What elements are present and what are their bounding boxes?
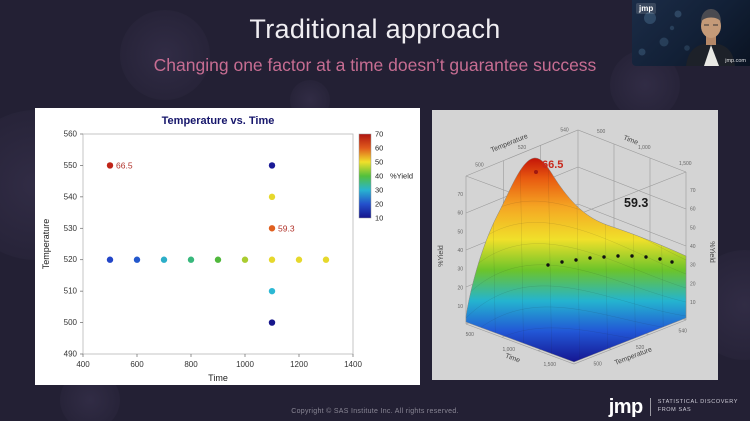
svg-text:10: 10 <box>690 300 696 306</box>
presenter-webcam[interactable]: jmp jmp.com <box>632 0 750 66</box>
svg-text:490: 490 <box>64 350 78 359</box>
logo-divider <box>649 398 651 416</box>
surface-plot-3d: Temperature Time %Yield %Yield Time Temperatu… <box>438 128 715 369</box>
surface-plot-panel: Temperature Time %Yield %Yield Time Temperatu… <box>432 110 718 380</box>
scatter-annotations: 66.5 59.3 <box>116 160 295 233</box>
svg-text:600: 600 <box>130 360 144 369</box>
svg-text:30: 30 <box>375 186 383 195</box>
presenter-photo <box>638 9 735 66</box>
scatter-plot-temperature-vs-time: Temperature vs. Time 400 600 800 1000 1200 140… <box>41 115 413 384</box>
svg-text:30: 30 <box>690 263 696 269</box>
jmp-logo: jmp STATISTICAL DISCOVERY FROM SAS <box>609 397 738 417</box>
svg-text:40: 40 <box>375 172 383 181</box>
svg-text:10: 10 <box>457 304 463 310</box>
svg-text:Temperature: Temperature <box>41 219 51 270</box>
svg-text:1200: 1200 <box>290 360 308 369</box>
slide-subtitle: Changing one factor at a time doesn’t gu… <box>153 55 597 75</box>
svg-text:40: 40 <box>457 248 463 254</box>
svg-text:1,500: 1,500 <box>679 161 692 167</box>
svg-text:20: 20 <box>690 281 696 287</box>
color-legend: 70 60 50 40 30 20 10 %Yield <box>358 130 413 223</box>
svg-text:500: 500 <box>64 318 78 327</box>
brand-tagline-line1: STATISTICAL DISCOVERY <box>657 399 738 406</box>
svg-text:59.3: 59.3 <box>624 196 648 210</box>
svg-text:500: 500 <box>475 162 484 168</box>
svg-text:1400: 1400 <box>344 360 362 369</box>
svg-text:20: 20 <box>375 200 383 209</box>
svg-text:540: 540 <box>64 192 78 201</box>
svg-text:Time: Time <box>504 353 521 365</box>
svg-text:520: 520 <box>518 145 527 151</box>
svg-text:50: 50 <box>457 229 463 235</box>
svg-text:560: 560 <box>64 130 78 139</box>
svg-text:Time: Time <box>622 135 639 147</box>
svg-text:400: 400 <box>76 360 90 369</box>
webcam-jmp-logo: jmp <box>636 3 657 14</box>
svg-text:59.3: 59.3 <box>278 223 295 233</box>
ofat-points-on-surface <box>546 254 674 267</box>
svg-text:520: 520 <box>636 345 645 351</box>
svg-text:%Yield: %Yield <box>708 241 715 263</box>
svg-text:500: 500 <box>466 332 475 338</box>
svg-text:Temperature: Temperature <box>614 346 653 367</box>
svg-text:510: 510 <box>64 287 78 296</box>
svg-text:520: 520 <box>64 255 78 264</box>
svg-text:1,500: 1,500 <box>544 362 557 368</box>
svg-text:Time: Time <box>208 373 228 383</box>
presenter-silhouette <box>686 9 735 66</box>
scatter-plot-panel: Temperature vs. Time 400 600 800 1000 1200 140… <box>35 108 420 385</box>
svg-text:1,000: 1,000 <box>502 347 515 353</box>
svg-text:1,000: 1,000 <box>638 145 651 151</box>
svg-text:%Yield: %Yield <box>438 245 445 267</box>
svg-text:540: 540 <box>679 328 688 334</box>
svg-text:50: 50 <box>690 225 696 231</box>
copyright-text: Copyright © SAS Institute Inc. All right… <box>291 408 459 415</box>
svg-text:50: 50 <box>375 158 383 167</box>
svg-text:500: 500 <box>597 129 606 135</box>
scatter-axes: 400 600 800 1000 1200 1400 490 500 510 520 530 540 5… <box>41 130 362 384</box>
brand-tagline-line2: FROM SAS <box>657 407 692 413</box>
svg-text:70: 70 <box>375 130 383 139</box>
svg-text:10: 10 <box>375 214 383 223</box>
svg-text:540: 540 <box>560 128 569 134</box>
scatter-points <box>106 162 330 326</box>
svg-text:%Yield: %Yield <box>390 172 413 181</box>
page-title: Traditional approach <box>249 14 501 44</box>
svg-text:30: 30 <box>457 267 463 273</box>
svg-text:40: 40 <box>690 244 696 250</box>
svg-text:550: 550 <box>64 161 78 170</box>
svg-text:60: 60 <box>375 144 383 153</box>
jmp-logo-text: jmp <box>608 396 644 418</box>
svg-text:66.5: 66.5 <box>116 160 133 170</box>
svg-text:1000: 1000 <box>236 360 254 369</box>
svg-text:800: 800 <box>184 360 198 369</box>
svg-text:530: 530 <box>64 224 78 233</box>
peak-point <box>534 170 538 174</box>
svg-text:70: 70 <box>690 188 696 194</box>
svg-text:66.5: 66.5 <box>542 159 563 171</box>
svg-text:60: 60 <box>690 207 696 213</box>
svg-text:70: 70 <box>457 192 463 198</box>
svg-text:60: 60 <box>457 211 463 217</box>
svg-text:Temperature vs. Time: Temperature vs. Time <box>162 115 275 127</box>
svg-text:20: 20 <box>457 285 463 291</box>
svg-text:500: 500 <box>593 362 602 368</box>
webcam-watermark: jmp.com <box>725 58 746 64</box>
svg-text:Temperature: Temperature <box>490 133 529 154</box>
